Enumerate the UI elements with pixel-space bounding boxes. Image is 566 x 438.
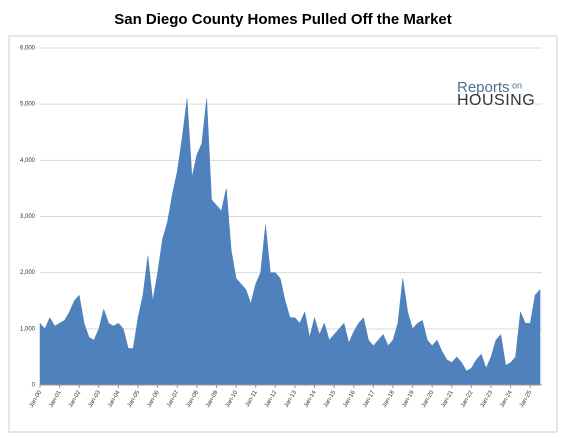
x-tick-label: Jan-18 <box>382 389 397 408</box>
y-tick-label: 3,000 <box>20 214 36 220</box>
logo: Reports on HOUSING <box>457 79 535 109</box>
x-tick-label: Jan-07 <box>166 389 181 408</box>
x-tick-label: Jan-17 <box>362 389 377 408</box>
x-tick-label: Jan-12 <box>264 389 279 408</box>
x-tick-label: Jan-24 <box>499 389 514 408</box>
logo-text: Reports <box>457 79 510 96</box>
chart-title: San Diego County Homes Pulled Off the Ma… <box>114 11 452 28</box>
y-tick-label: 1,000 <box>20 326 36 332</box>
x-tick-label: Jan-10 <box>225 389 240 408</box>
x-tick-label: Jan-16 <box>342 389 357 408</box>
y-tick-label: 2,000 <box>20 270 36 276</box>
chart-frame <box>8 35 558 433</box>
logo-text: HOUSING <box>457 92 535 109</box>
x-tick-label: Jan-25 <box>519 389 534 408</box>
x-tick-label: Jan-19 <box>401 389 416 408</box>
x-tick-label: Jan-23 <box>480 389 495 408</box>
x-tick-label: Jan-22 <box>460 389 475 408</box>
y-tick-label: 0 <box>32 383 36 389</box>
x-tick-label: Jan-09 <box>205 389 220 408</box>
x-tick-label: Jan-06 <box>146 389 161 408</box>
x-tick-label: Jan-03 <box>88 389 103 408</box>
area <box>39 98 541 386</box>
x-tick-label: Jan-15 <box>323 389 338 408</box>
x-tick-label: Jan-20 <box>421 389 436 408</box>
x-tick-label: Jan-14 <box>303 389 318 408</box>
x-tick-label: Jan-00 <box>29 389 44 408</box>
y-tick-label: 5,000 <box>20 102 36 108</box>
x-tick-label: Jan-05 <box>127 389 142 408</box>
x-tick-label: Jan-04 <box>107 389 122 408</box>
x-tick-label: Jan-21 <box>441 389 456 408</box>
y-tick-label: 6,000 <box>20 46 36 52</box>
x-tick-label: Jan-02 <box>68 389 83 408</box>
x-tick-label: Jan-13 <box>284 389 299 408</box>
x-tick-label: Jan-08 <box>186 389 201 408</box>
x-tick-label: Jan-01 <box>48 389 63 408</box>
y-tick-label: 4,000 <box>20 158 36 164</box>
logo-text: on <box>512 80 522 90</box>
x-tick-label: Jan-11 <box>245 389 259 408</box>
